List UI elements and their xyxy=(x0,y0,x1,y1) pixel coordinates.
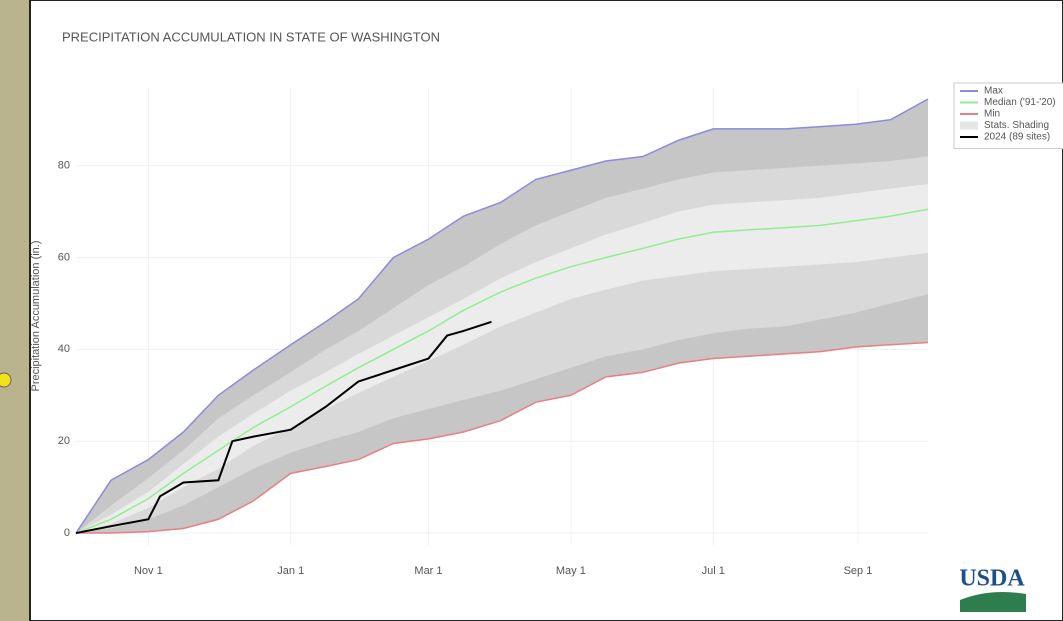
x-tick-label: Jul 1 xyxy=(702,565,725,577)
map-strip xyxy=(0,0,30,621)
legend-label: Median ('91-'20) xyxy=(984,97,1056,108)
legend-label: Max xyxy=(984,86,1003,97)
chart-title: PRECIPITATION ACCUMULATION IN STATE OF W… xyxy=(62,29,440,44)
legend-swatch xyxy=(960,122,978,130)
map-marker xyxy=(0,373,11,387)
y-tick-label: 80 xyxy=(58,160,70,172)
usda-logo: USDA xyxy=(959,566,1026,613)
logo-text: USDA xyxy=(959,566,1025,592)
y-axis-label: Precipitation Accumulation (in.) xyxy=(30,240,42,391)
y-tick-label: 0 xyxy=(64,527,70,539)
y-tick-label: 40 xyxy=(58,343,70,355)
y-tick-label: 60 xyxy=(58,251,70,263)
x-tick-label: Sep 1 xyxy=(844,565,873,577)
page: PRECIPITATION ACCUMULATION IN STATE OF W… xyxy=(0,0,1063,621)
legend-label: Stats. Shading xyxy=(984,120,1049,131)
x-tick-label: Mar 1 xyxy=(414,565,442,577)
y-tick-label: 20 xyxy=(58,435,70,447)
x-tick-label: Nov 1 xyxy=(134,565,163,577)
x-tick-label: May 1 xyxy=(556,565,586,577)
legend-label: 2024 (89 sites) xyxy=(984,132,1050,143)
chart: PRECIPITATION ACCUMULATION IN STATE OF W… xyxy=(0,0,1063,621)
x-tick-label: Jan 1 xyxy=(277,565,304,577)
legend-label: Min xyxy=(984,109,1000,120)
